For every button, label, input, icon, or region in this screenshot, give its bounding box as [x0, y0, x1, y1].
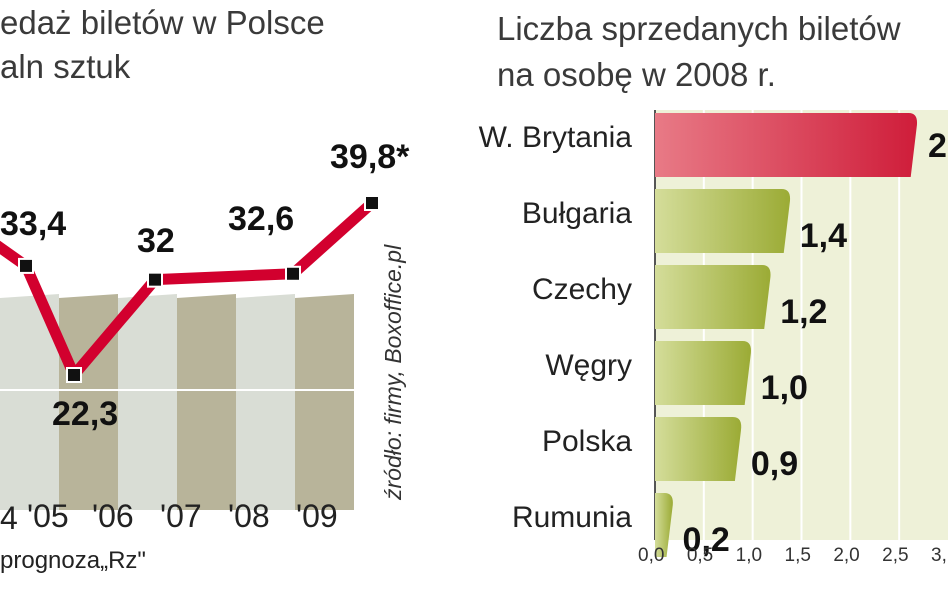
bar — [655, 265, 771, 329]
x-tick-label: '08 — [228, 498, 270, 534]
data-point-marker — [364, 195, 380, 211]
value-label: 1,2 — [780, 293, 828, 331]
bar-chart-title-line2: na osobę w 2008 r. — [497, 56, 776, 93]
data-label: 32 — [137, 222, 175, 260]
data-point-marker — [285, 265, 301, 282]
x-tick-label: 0,0 — [638, 545, 665, 566]
data-point-marker — [147, 271, 163, 288]
line-chart-partial-tick: 4 — [0, 500, 18, 536]
category-label: Polska — [541, 425, 632, 458]
category-label: Rumunia — [511, 501, 632, 534]
category-label: Czechy — [531, 273, 632, 306]
x-tick-label: 2,0 — [833, 545, 860, 566]
data-label: 39,8* — [330, 138, 410, 176]
background-band — [0, 294, 59, 510]
x-tick-label: 1,5 — [784, 545, 811, 566]
data-label: 22,3 — [52, 395, 119, 433]
bar — [655, 113, 918, 177]
category-label: Bułgaria — [521, 197, 632, 230]
data-point-marker — [18, 257, 34, 274]
line-chart-footnote: prognoza„Rz" — [0, 547, 146, 574]
x-tick-label: '09 — [296, 498, 338, 534]
data-label: 33,4 — [0, 205, 67, 243]
x-tick-label: 3, — [931, 545, 947, 566]
category-label: W. Brytania — [478, 121, 632, 154]
x-tick-label: '07 — [160, 498, 202, 534]
bar-chart-title-line1: Liczba sprzedanych biletów — [497, 10, 901, 47]
bar — [655, 341, 751, 405]
value-label: 0,9 — [750, 445, 799, 483]
line-chart-series — [0, 195, 380, 383]
value-label: 0,2 — [682, 521, 730, 559]
background-band — [177, 294, 236, 510]
background-band — [236, 294, 295, 510]
bar — [655, 417, 742, 481]
x-tick-label: '06 — [92, 498, 134, 534]
x-tick-label: '05 — [27, 498, 69, 534]
line-chart-title-line2: aln sztuk — [0, 48, 131, 85]
bar — [655, 189, 791, 253]
bar-chart-bars — [655, 113, 918, 557]
x-tick-label: 2,5 — [882, 545, 909, 566]
data-label: 32,6 — [228, 200, 295, 238]
line-chart-title-line1: edaż biletów w Polsce — [0, 4, 325, 41]
category-label: Węgry — [545, 349, 632, 382]
value-label: 2 — [928, 127, 947, 165]
value-label: 1,4 — [799, 217, 847, 255]
x-tick-label: 1,0 — [735, 545, 763, 566]
data-point-marker — [66, 367, 82, 383]
bar — [655, 493, 673, 557]
x-tick-label: 0,5 — [686, 545, 714, 566]
background-band — [118, 294, 177, 510]
background-band — [295, 294, 354, 510]
value-label: 1,0 — [760, 369, 808, 407]
